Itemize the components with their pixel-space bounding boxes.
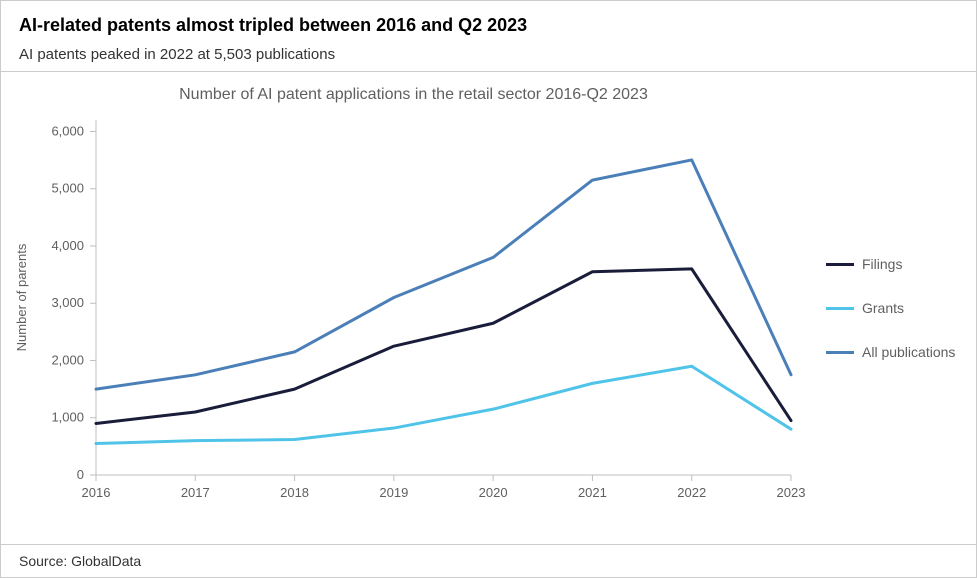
svg-text:6,000: 6,000: [51, 123, 84, 138]
chart-container: AI-related patents almost tripled betwee…: [0, 0, 977, 578]
header: AI-related patents almost tripled betwee…: [1, 1, 976, 71]
svg-text:Number of parents: Number of parents: [14, 243, 29, 351]
legend: Filings Grants All publications: [826, 72, 976, 544]
svg-text:5,000: 5,000: [51, 181, 84, 196]
legend-item: Grants: [826, 300, 956, 316]
page-title: AI-related patents almost tripled betwee…: [19, 15, 958, 36]
chart-panel: Number of AI patent applications in the …: [1, 71, 976, 545]
chart-area: Number of AI patent applications in the …: [1, 72, 826, 544]
legend-swatch: [826, 351, 854, 354]
source-text: Source: GlobalData: [19, 553, 141, 569]
legend-swatch: [826, 263, 854, 266]
legend-item: Filings: [826, 256, 956, 272]
legend-label: All publications: [862, 344, 955, 360]
page-subtitle: AI patents peaked in 2022 at 5,503 publi…: [19, 46, 958, 63]
svg-text:2,000: 2,000: [51, 352, 84, 367]
svg-text:2023: 2023: [777, 485, 806, 500]
legend-item: All publications: [826, 344, 956, 360]
svg-text:4,000: 4,000: [51, 238, 84, 253]
svg-text:2020: 2020: [479, 485, 508, 500]
svg-text:2019: 2019: [379, 485, 408, 500]
footer: Source: GlobalData: [1, 545, 976, 577]
chart-title: Number of AI patent applications in the …: [1, 72, 826, 110]
legend-swatch: [826, 307, 854, 310]
svg-text:1,000: 1,000: [51, 410, 84, 425]
line-chart-svg: 0 1,000 2,000 3,000 4,000 5,000 6,000 2016 2017 2…: [1, 110, 811, 520]
svg-text:2018: 2018: [280, 485, 309, 500]
svg-text:2021: 2021: [578, 485, 607, 500]
legend-label: Grants: [862, 300, 904, 316]
svg-text:0: 0: [77, 467, 84, 482]
legend-label: Filings: [862, 256, 902, 272]
svg-text:2017: 2017: [181, 485, 210, 500]
svg-text:2022: 2022: [677, 485, 706, 500]
svg-text:3,000: 3,000: [51, 295, 84, 310]
svg-text:2016: 2016: [82, 485, 111, 500]
